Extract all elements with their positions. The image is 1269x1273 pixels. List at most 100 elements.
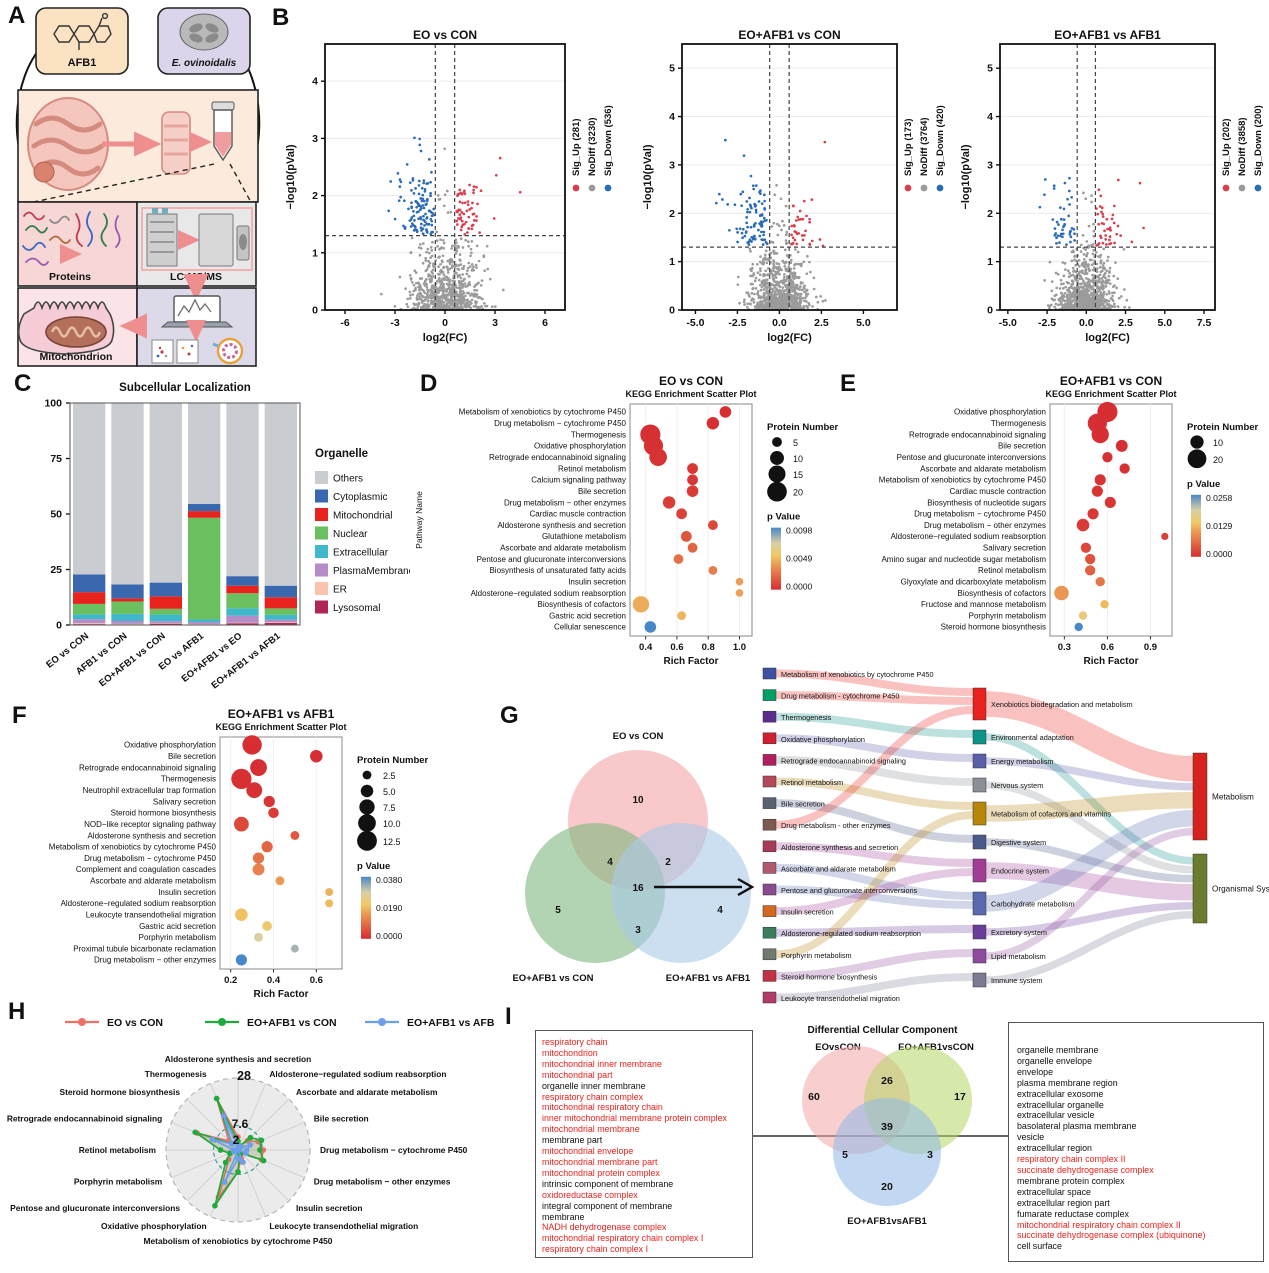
- y-tick: 0: [669, 305, 675, 317]
- cc-term-highlighted: respiratory chain complex I: [542, 1244, 746, 1255]
- bar-segment-PlasmaMembrane: [111, 621, 143, 624]
- pathway-label: Glutathione metabolism: [542, 532, 626, 541]
- pathway-label: Leukocyte transendothelial migration: [86, 910, 216, 919]
- legend-label: ER: [333, 585, 347, 596]
- legend-label: EO vs CON: [107, 1017, 163, 1029]
- x-tick: 0.3: [1058, 642, 1071, 653]
- bar-segment-Others: [73, 403, 105, 574]
- sankey-left-label: Metabolism of xenobiotics by cytochrome …: [781, 670, 934, 679]
- pathway-label: Gastric acid secretion: [139, 922, 216, 931]
- y-axis-label: −log10(pVal): [960, 144, 972, 209]
- pathway-label: Salivary secretion: [153, 797, 216, 806]
- legend-label: Sig_Down (420): [935, 105, 946, 176]
- p-legend-title: p Value: [767, 512, 800, 523]
- size-legend-value: 10.0: [383, 819, 401, 829]
- x-tick: 2.5: [1118, 317, 1133, 329]
- radar-rtick: 2: [233, 1133, 240, 1147]
- pathway-dot: [290, 831, 299, 840]
- workflow-diagram: AFB1 E. ovinoidalis: [6, 4, 270, 368]
- cc-term-highlighted: respiratory chain: [542, 1037, 746, 1048]
- cc-term: integral component of membrane: [542, 1201, 746, 1212]
- legend-label: NoDiff (3858): [1237, 117, 1248, 176]
- pathway-dot: [264, 796, 275, 807]
- pathway-dot: [1092, 426, 1109, 443]
- pathway-dot: [253, 863, 265, 875]
- y-tick: 0: [56, 620, 62, 632]
- cc-term-highlighted: mitochondrial inner membrane: [542, 1059, 746, 1070]
- venn-count: 5: [555, 905, 561, 916]
- y-tick: 1: [312, 247, 318, 259]
- pathway-label: Drug metabolism − cytochrome P450: [84, 854, 216, 863]
- x-tick: 5.0: [856, 317, 871, 329]
- sankey-left-node: [763, 884, 776, 895]
- venn-count: 2: [665, 857, 671, 868]
- cc-term: intrinsic component of membrane: [542, 1179, 746, 1190]
- bar-segment-Cytoplasmic: [73, 574, 105, 592]
- sankey-left-node: [763, 862, 776, 873]
- volcano-title: EO vs CON: [413, 28, 477, 42]
- pathway-label: Aldosterone−regulated sodium reabsorptio…: [471, 589, 626, 598]
- x-axis-label: log2(FC): [767, 332, 812, 344]
- sankey-left-label: Drug metabolism - cytochrome P450: [781, 692, 899, 701]
- venn-set-label: EO vs CON: [613, 731, 664, 742]
- sankey-mid-node: [973, 892, 986, 915]
- p-legend-tick: 0.0000: [786, 582, 813, 592]
- radar-axis-label: Leukocyte transendothelial migration: [269, 1221, 418, 1231]
- bar-segment-Mitochondrial: [73, 592, 105, 604]
- y-tick: 3: [987, 159, 993, 171]
- chart-title: EO+AFB1 vs AFB1: [228, 707, 335, 721]
- proteins-label: Proteins: [49, 271, 91, 283]
- pathway-dot: [645, 621, 657, 633]
- bar-segment-Nuclear: [150, 609, 182, 615]
- pathway-dot: [1119, 463, 1129, 473]
- p-legend-tick: 0.0258: [1206, 493, 1233, 503]
- venn-set-label: EO+AFB1vsAFB1: [847, 1216, 927, 1227]
- pathway-dot: [276, 876, 285, 885]
- lcms-box: LC-MS/MS: [137, 202, 256, 286]
- size-legend-value: 20: [793, 488, 803, 498]
- bar-segment-Others: [226, 403, 258, 576]
- pathway-label: Proximal tubule bicarbonate reclamation: [73, 944, 216, 953]
- size-legend-value: 20: [1213, 455, 1223, 465]
- x-tick: -3: [390, 317, 399, 329]
- sankey-right-node: [1193, 753, 1207, 840]
- size-legend-dot: [770, 451, 784, 465]
- pathway-label: Cellular senescence: [554, 623, 627, 632]
- pathway-label: Biosynthesis of cofactors: [538, 600, 626, 609]
- y-tick: 5: [669, 63, 675, 75]
- cc-term-highlighted: mitochondrion: [542, 1048, 746, 1059]
- pathway-label: Gastric acid secretion: [549, 611, 626, 620]
- size-legend-dot: [357, 831, 377, 851]
- x-axis-label: log2(FC): [1085, 332, 1130, 344]
- pathway-dot: [253, 852, 264, 863]
- p-gradient-bar: [771, 528, 781, 590]
- bar-segment-PlasmaMembrane: [188, 622, 220, 624]
- size-legend-dot: [1190, 435, 1203, 448]
- bar-segment-Others: [265, 403, 297, 586]
- pathway-dot: [681, 531, 692, 542]
- pathway-dot: [1105, 497, 1116, 508]
- pathway-dot: [687, 474, 698, 485]
- size-legend-value: 10: [793, 454, 803, 464]
- pathway-label: Complement and coagulation cascades: [76, 865, 216, 874]
- pathway-dot: [677, 611, 686, 620]
- cc-term: extracellular exosome: [1017, 1089, 1255, 1100]
- sankey-mid-node: [973, 688, 986, 720]
- size-legend-dot: [359, 799, 374, 814]
- legend-label: PlasmaMembrane: [333, 566, 410, 577]
- sankey-mid-node: [973, 925, 986, 939]
- analysis-box: [137, 282, 256, 366]
- pathway-dot: [1081, 543, 1091, 553]
- proteins-box: Proteins: [18, 202, 137, 286]
- legend-marker: [218, 1018, 226, 1026]
- pathway-label: Bile secretion: [578, 487, 626, 496]
- p-legend-tick: 0.0000: [376, 931, 403, 941]
- sankey-mid-label: Digestive system: [991, 838, 1046, 847]
